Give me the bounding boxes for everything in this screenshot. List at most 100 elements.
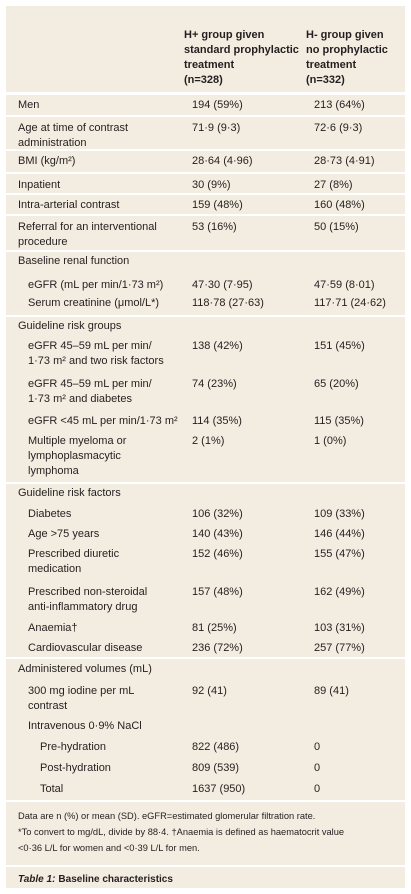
cell-value: 0	[314, 741, 321, 753]
cell-value: 114 (35%)	[192, 415, 242, 427]
cell-value: 118·78 (27·63)	[192, 297, 264, 309]
row-label: 1·73 m² and diabetes	[28, 393, 132, 405]
cell-value: 213 (64%)	[314, 99, 365, 111]
row-label: Diabetes	[28, 508, 72, 520]
cell-value: 109 (33%)	[314, 508, 365, 520]
group-heading: Guideline risk factors	[18, 487, 121, 499]
row-label: 300 mg iodine per mL	[28, 685, 135, 697]
row-label: medication	[28, 563, 82, 575]
row-separator	[6, 172, 405, 174]
row-label: Age at time of contrast	[18, 122, 129, 134]
row-separator	[6, 149, 405, 151]
row-label: contrast	[28, 700, 68, 712]
caption: Table 1: Baseline characteristics	[18, 872, 173, 888]
row-label: Prescribed diuretic	[28, 548, 120, 560]
cell-value: 160 (48%)	[314, 199, 365, 211]
cell-value: 89 (41)	[314, 685, 349, 697]
cell-value: 257 (77%)	[314, 642, 365, 654]
row-separator	[6, 800, 405, 802]
row-separator	[6, 250, 405, 252]
footnote: *To convert to mg/dL, divide by 88·4. †A…	[18, 827, 345, 837]
cell-value: 106 (32%)	[192, 508, 243, 520]
cell-value: 53 (16%)	[192, 221, 237, 233]
cell-value: 27 (8%)	[314, 179, 353, 191]
row-label: eGFR 45–59 mL per min/	[28, 378, 152, 390]
row-separator	[6, 214, 405, 216]
cell-value: 71·9 (9·3)	[192, 122, 241, 134]
caption-label: Table 1:	[18, 874, 56, 885]
cell-value: 159 (48%)	[192, 199, 243, 211]
column-header: (n=332)	[306, 74, 345, 86]
cell-value: 92 (41)	[192, 685, 227, 697]
column-header: no prophylactic	[306, 44, 388, 56]
row-separator	[6, 657, 405, 659]
row-label: Prescribed non-steroidal	[28, 586, 148, 598]
column-header: (n=328)	[184, 74, 223, 86]
row-label: Anaemia†	[28, 622, 78, 634]
cell-value: 115 (35%)	[314, 415, 364, 427]
row-label: anti-inflammatory drug	[28, 601, 138, 613]
row-label: eGFR (mL per min/1·73 m²)	[28, 279, 164, 291]
row-label: administration	[18, 137, 87, 149]
cell-value: 47·59 (8·01)	[314, 279, 375, 291]
cell-value: 162 (49%)	[314, 586, 365, 598]
cell-value: 28·64 (4·96)	[192, 155, 253, 167]
cell-value: 74 (23%)	[192, 378, 237, 390]
group-heading: Administered volumes (mL)	[18, 663, 152, 675]
row-label: Inpatient	[18, 179, 61, 191]
cell-value: 146 (44%)	[314, 528, 365, 540]
cell-value: 30 (9%)	[192, 179, 231, 191]
row-label: Cardiovascular disease	[28, 642, 143, 654]
row-label: lymphoma	[28, 465, 79, 477]
cell-value: 0	[314, 783, 321, 795]
row-separator	[6, 315, 405, 317]
cell-value: 1 (0%)	[314, 435, 347, 447]
row-label: Total	[40, 783, 64, 795]
cell-value: 65 (20%)	[314, 378, 359, 390]
row-label: eGFR <45 mL per min/1·73 m²	[28, 415, 178, 427]
cell-value: 117·71 (24·62)	[314, 297, 386, 309]
cell-value: 47·30 (7·95)	[192, 279, 253, 291]
group-heading: Guideline risk groups	[18, 320, 122, 332]
row-label: BMI (kg/m²)	[18, 155, 76, 167]
caption-text: Baseline characteristics	[58, 874, 173, 885]
cell-value: 151 (45%)	[314, 340, 365, 352]
row-label: Pre-hydration	[40, 741, 107, 753]
cell-value: 140 (43%)	[192, 528, 243, 540]
cell-value: 138 (42%)	[192, 340, 243, 352]
row-label: Intravenous 0·9% NaCl	[28, 720, 142, 732]
cell-value: 28·73 (4·91)	[314, 155, 375, 167]
row-separator	[6, 92, 405, 95]
row-label: Referral for an interventional	[18, 221, 157, 233]
row-label: 1·73 m² and two risk factors	[28, 355, 164, 367]
cell-value: 157 (48%)	[192, 586, 243, 598]
row-label: Multiple myeloma or	[28, 435, 127, 447]
row-label: procedure	[18, 236, 68, 248]
cell-value: 236 (72%)	[192, 642, 243, 654]
footnote: <0·36 L/L for women and <0·39 L/L for me…	[18, 843, 200, 853]
cell-value: 1637 (950)	[192, 783, 246, 795]
cell-value: 155 (47%)	[314, 548, 365, 560]
row-label: Age >75 years	[28, 528, 100, 540]
row-label: Serum creatinine (μmol/L*)	[28, 297, 160, 309]
cell-value: 194 (59%)	[192, 99, 243, 111]
row-separator	[6, 865, 405, 867]
footnote: Data are n (%) or mean (SD). eGFR=estima…	[18, 811, 316, 821]
cell-value: 2 (1%)	[192, 435, 225, 447]
column-header: H+ group given	[184, 29, 265, 41]
row-label: eGFR 45–59 mL per min/	[28, 340, 152, 352]
cell-value: 822 (486)	[192, 741, 240, 753]
table-panel: H+ group given standard prophylactic treat…	[6, 6, 405, 888]
row-separator	[6, 115, 405, 117]
column-header: standard prophylactic	[184, 44, 299, 56]
cell-value: 103 (31%)	[314, 622, 365, 634]
row-label: Intra-arterial contrast	[18, 199, 120, 211]
row-label: Post-hydration	[40, 762, 111, 774]
cell-value: 50 (15%)	[314, 221, 359, 233]
cell-value: 81 (25%)	[192, 622, 237, 634]
column-header: treatment	[306, 59, 357, 71]
cell-value: 72·6 (9·3)	[314, 122, 363, 134]
cell-value: 0	[314, 762, 321, 774]
row-separator	[6, 193, 405, 195]
